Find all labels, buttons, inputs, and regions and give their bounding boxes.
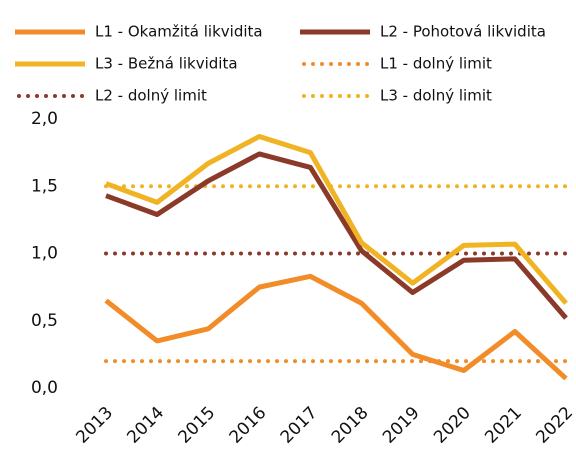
y-tick-label: 2,0 xyxy=(31,109,58,129)
legend-label: L2 - Pohotová likvidita xyxy=(380,23,546,41)
data-line xyxy=(105,133,568,305)
x-tick-label: 2018 xyxy=(328,403,373,448)
x-tick-label: 2022 xyxy=(532,403,576,448)
data-line xyxy=(104,273,568,381)
x-tick-label: 2020 xyxy=(430,403,475,448)
x-tick-label: 2014 xyxy=(123,403,168,448)
legend-label: L1 - dolný limit xyxy=(380,55,492,73)
legend-label: L3 - Bežná likvidita xyxy=(95,55,238,73)
x-tick-label: 2016 xyxy=(226,403,271,448)
x-tick-label: 2013 xyxy=(72,403,117,448)
legend-label: L2 - dolný limit xyxy=(95,87,207,105)
legend-label: L1 - Okamžitá likvidita xyxy=(95,23,263,41)
y-tick-label: 1,5 xyxy=(31,176,58,196)
x-tick-label: 2017 xyxy=(277,403,322,448)
legend-label: L3 - dolný limit xyxy=(380,87,492,105)
data-line xyxy=(105,151,568,320)
x-tick-label: 2019 xyxy=(379,403,424,448)
y-tick-label: 0,5 xyxy=(31,311,58,331)
y-tick-label: 0,0 xyxy=(31,378,58,398)
x-tick-label: 2015 xyxy=(175,403,220,448)
y-tick-label: 1,0 xyxy=(31,244,58,264)
x-tick-label: 2021 xyxy=(481,403,526,448)
